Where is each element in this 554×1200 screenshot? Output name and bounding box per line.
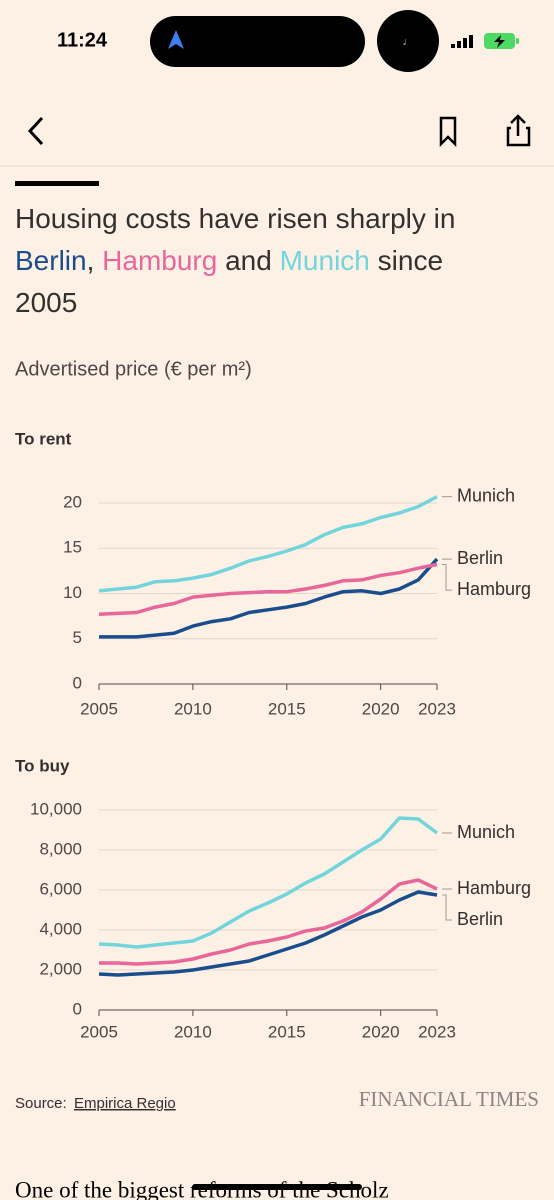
status-time: 11:24	[57, 29, 108, 51]
series-label: Hamburg	[457, 878, 531, 898]
source-label: Source:	[15, 1095, 67, 1112]
headline-segment: ,	[86, 245, 103, 276]
series-label: Munich	[457, 822, 515, 842]
x-tick-label: 2023	[418, 699, 456, 718]
y-tick-label: 8,000	[39, 839, 82, 858]
headline-segment: and	[217, 245, 280, 276]
chart-title: To rent	[15, 429, 72, 448]
location-icon	[168, 30, 184, 49]
headline-segment: Berlin	[15, 245, 87, 276]
series-line	[99, 878, 438, 966]
series-line	[99, 557, 439, 639]
headline-segment: Housing costs have risen sharply in	[15, 203, 456, 234]
x-tick-label: 2005	[80, 699, 118, 718]
share-button[interactable]	[506, 114, 531, 147]
series-line	[98, 816, 439, 949]
series-label: Munich	[457, 485, 515, 505]
y-tick-label: 0	[73, 999, 82, 1018]
series-line	[98, 890, 438, 977]
y-tick-label: 2,000	[39, 959, 82, 978]
x-tick-label: 2010	[174, 1022, 212, 1041]
y-tick-label: 6,000	[39, 879, 82, 898]
bookmark-button[interactable]	[439, 116, 457, 148]
series-line	[98, 495, 438, 593]
home-indicator	[192, 1184, 362, 1190]
y-tick-label: 4,000	[39, 919, 82, 938]
y-tick-label: 20	[63, 492, 82, 511]
music-note: ♩	[403, 36, 414, 48]
brand: FINANCIAL TIMES	[359, 1087, 539, 1111]
music-indicator	[377, 10, 439, 72]
series-line	[98, 562, 438, 617]
series-label: Hamburg	[457, 579, 531, 599]
back-button[interactable]	[27, 116, 44, 146]
x-tick-label: 2023	[418, 1022, 456, 1041]
y-tick-label: 5	[73, 628, 82, 647]
headline-bar	[15, 181, 99, 186]
x-tick-label: 2010	[174, 699, 212, 718]
y-tick-label: 0	[73, 673, 82, 692]
headline-segment: since 2005	[15, 245, 444, 318]
series-label: Berlin	[457, 548, 503, 568]
dynamic-island	[150, 16, 365, 67]
x-tick-label: 2020	[362, 699, 400, 718]
series-label: Berlin	[457, 909, 503, 929]
label-leader	[442, 894, 452, 921]
chart-title: To buy	[15, 756, 70, 775]
source-link[interactable]: Empirica Regio	[74, 1095, 176, 1112]
headline-segment: Hamburg	[102, 245, 218, 276]
headline-segment: Munich	[279, 245, 370, 276]
headline: Housing costs have risen sharply in Berl…	[15, 198, 505, 324]
subtitle: Advertised price (€ per m²)	[15, 358, 252, 380]
x-tick-label: 2015	[268, 1022, 306, 1041]
label-leader	[442, 564, 452, 591]
y-tick-label: 10	[63, 583, 82, 602]
x-tick-label: 2020	[362, 1022, 400, 1041]
x-tick-label: 2005	[80, 1022, 118, 1041]
y-tick-label: 15	[63, 538, 82, 557]
x-tick-label: 2015	[268, 699, 306, 718]
signal-icon	[451, 35, 473, 48]
battery-icon	[484, 33, 519, 49]
y-tick-label: 10,000	[30, 799, 82, 818]
